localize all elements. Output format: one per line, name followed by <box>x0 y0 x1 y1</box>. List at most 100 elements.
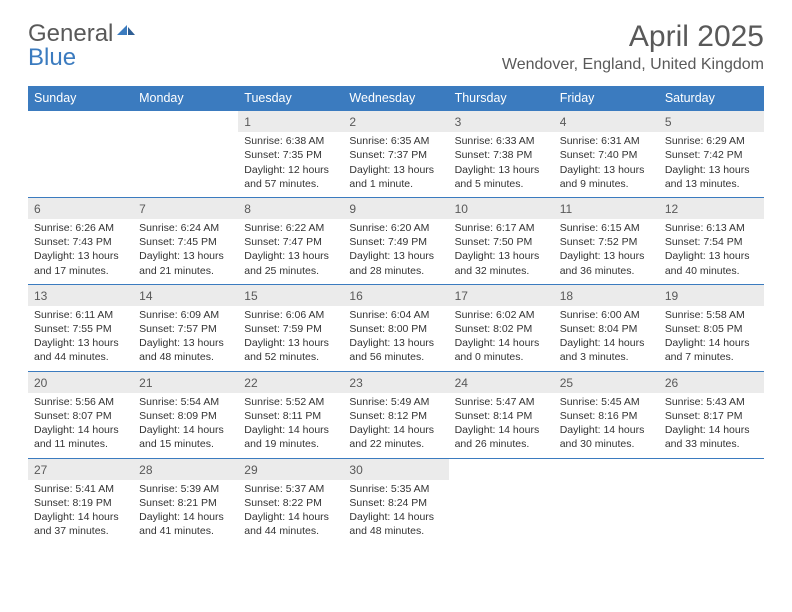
day-number-cell: 5 <box>659 111 764 133</box>
day-detail-line: Sunset: 8:11 PM <box>244 409 337 423</box>
day-detail-line: Daylight: 13 hours <box>349 336 442 350</box>
day-number-cell: 22 <box>238 371 343 393</box>
day-detail-line: Sunrise: 6:38 AM <box>244 134 337 148</box>
location: Wendover, England, United Kingdom <box>502 56 764 74</box>
day-detail-cell: Sunrise: 6:06 AMSunset: 7:59 PMDaylight:… <box>238 306 343 371</box>
day-number-row: 13141516171819 <box>28 284 764 306</box>
day-detail-line: and 17 minutes. <box>34 264 127 278</box>
day-detail-line: Sunset: 7:47 PM <box>244 235 337 249</box>
day-number-row: 20212223242526 <box>28 371 764 393</box>
day-detail-cell: Sunrise: 6:04 AMSunset: 8:00 PMDaylight:… <box>343 306 448 371</box>
day-detail-line: and 11 minutes. <box>34 437 127 451</box>
day-detail-row: Sunrise: 6:38 AMSunset: 7:35 PM Daylight:… <box>28 132 764 197</box>
day-detail-line: and 28 minutes. <box>349 264 442 278</box>
day-detail-cell: Sunrise: 5:56 AMSunset: 8:07 PMDaylight:… <box>28 393 133 458</box>
weekday-header: Sunday <box>28 86 133 111</box>
day-number-cell <box>133 111 238 133</box>
day-detail-line: and 1 minute. <box>349 177 442 191</box>
day-number-cell: 1 <box>238 111 343 133</box>
day-detail-line: Sunset: 8:14 PM <box>455 409 548 423</box>
day-detail-cell: Sunrise: 6:35 AMSunset: 7:37 PMDaylight:… <box>343 132 448 197</box>
day-detail-cell <box>28 132 133 197</box>
day-detail-line: and 56 minutes. <box>349 350 442 364</box>
day-number-cell: 12 <box>659 197 764 219</box>
day-detail-cell: Sunrise: 5:43 AMSunset: 8:17 PMDaylight:… <box>659 393 764 458</box>
day-detail-line: Daylight: 13 hours <box>244 249 337 263</box>
weekday-header: Monday <box>133 86 238 111</box>
day-detail-line: Sunset: 7:52 PM <box>560 235 653 249</box>
day-detail-line: Daylight: 13 hours <box>560 249 653 263</box>
day-detail-cell <box>449 480 554 545</box>
day-detail-line: and 0 minutes. <box>455 350 548 364</box>
day-detail-line: Daylight: 14 hours <box>139 510 232 524</box>
weekday-header: Thursday <box>449 86 554 111</box>
day-detail-line: and 44 minutes. <box>244 524 337 538</box>
header: General April 2025 Wendover, England, Un… <box>28 20 764 74</box>
day-detail-line: and 44 minutes. <box>34 350 127 364</box>
day-number-cell: 15 <box>238 284 343 306</box>
day-detail-line: Daylight: 14 hours <box>560 423 653 437</box>
day-detail-line: Sunset: 7:54 PM <box>665 235 758 249</box>
day-detail-cell: Sunrise: 6:11 AMSunset: 7:55 PMDaylight:… <box>28 306 133 371</box>
day-number-cell: 29 <box>238 458 343 480</box>
day-detail-line: and 41 minutes. <box>139 524 232 538</box>
day-detail-line: Daylight: 14 hours <box>455 336 548 350</box>
day-detail-line: Sunset: 7:35 PM <box>244 148 337 162</box>
day-detail-line: Sunrise: 6:31 AM <box>560 134 653 148</box>
day-detail-line: Sunset: 8:24 PM <box>349 496 442 510</box>
weekday-header: Saturday <box>659 86 764 111</box>
day-detail-cell <box>133 132 238 197</box>
day-detail-cell: Sunrise: 6:26 AMSunset: 7:43 PMDaylight:… <box>28 219 133 284</box>
day-detail-cell: Sunrise: 6:20 AMSunset: 7:49 PMDaylight:… <box>343 219 448 284</box>
day-detail-line: Sunset: 7:45 PM <box>139 235 232 249</box>
day-detail-line: and 5 minutes. <box>455 177 548 191</box>
day-number-cell <box>449 458 554 480</box>
day-detail-line: Daylight: 14 hours <box>349 510 442 524</box>
day-detail-line: Daylight: 13 hours <box>139 336 232 350</box>
day-number-cell: 13 <box>28 284 133 306</box>
day-detail-line: Sunrise: 6:04 AM <box>349 308 442 322</box>
day-detail-line: Sunset: 8:02 PM <box>455 322 548 336</box>
day-detail-line: Daylight: 14 hours <box>34 510 127 524</box>
day-detail-cell: Sunrise: 6:09 AMSunset: 7:57 PMDaylight:… <box>133 306 238 371</box>
day-detail-cell: Sunrise: 6:33 AMSunset: 7:38 PMDaylight:… <box>449 132 554 197</box>
day-number-cell: 10 <box>449 197 554 219</box>
day-detail-cell: Sunrise: 5:47 AMSunset: 8:14 PMDaylight:… <box>449 393 554 458</box>
day-detail-line: Sunset: 8:00 PM <box>349 322 442 336</box>
day-detail-line: Sunset: 7:38 PM <box>455 148 548 162</box>
day-detail-line: Daylight: 14 hours <box>139 423 232 437</box>
day-detail-line: Daylight: 13 hours <box>455 163 548 177</box>
day-detail-line: and 36 minutes. <box>560 264 653 278</box>
day-detail-line: and 37 minutes. <box>34 524 127 538</box>
day-detail-line: Sunset: 7:43 PM <box>34 235 127 249</box>
day-detail-line: and 26 minutes. <box>455 437 548 451</box>
day-detail-line: and 19 minutes. <box>244 437 337 451</box>
day-detail-line: Daylight: 14 hours <box>244 423 337 437</box>
day-detail-line: Sunset: 7:40 PM <box>560 148 653 162</box>
day-detail-cell: Sunrise: 5:52 AMSunset: 8:11 PMDaylight:… <box>238 393 343 458</box>
day-detail-cell: Sunrise: 6:17 AMSunset: 7:50 PMDaylight:… <box>449 219 554 284</box>
day-detail-line: and 52 minutes. <box>244 350 337 364</box>
day-number-row: 27282930 <box>28 458 764 480</box>
logo-text-2: Blue <box>28 44 76 72</box>
day-detail-line: and 9 minutes. <box>560 177 653 191</box>
day-detail-line: and 15 minutes. <box>139 437 232 451</box>
day-detail-line: and 48 minutes. <box>139 350 232 364</box>
day-detail-line: and 40 minutes. <box>665 264 758 278</box>
day-number-cell: 14 <box>133 284 238 306</box>
day-detail-line: Daylight: 13 hours <box>34 336 127 350</box>
day-number-cell: 27 <box>28 458 133 480</box>
day-number-cell <box>554 458 659 480</box>
day-detail-line: Daylight: 14 hours <box>34 423 127 437</box>
day-detail-cell: Sunrise: 6:02 AMSunset: 8:02 PMDaylight:… <box>449 306 554 371</box>
day-detail-line: Daylight: 14 hours <box>349 423 442 437</box>
day-detail-line: Sunrise: 5:56 AM <box>34 395 127 409</box>
day-detail-line: Daylight: 14 hours <box>455 423 548 437</box>
weekday-header: Tuesday <box>238 86 343 111</box>
day-detail-line: Daylight: 13 hours <box>349 163 442 177</box>
day-detail-line: Sunset: 7:42 PM <box>665 148 758 162</box>
day-detail-line: Sunset: 8:19 PM <box>34 496 127 510</box>
day-detail-cell: Sunrise: 5:49 AMSunset: 8:12 PMDaylight:… <box>343 393 448 458</box>
day-number-row: 12345 <box>28 111 764 133</box>
logo-sail-icon <box>115 23 137 41</box>
